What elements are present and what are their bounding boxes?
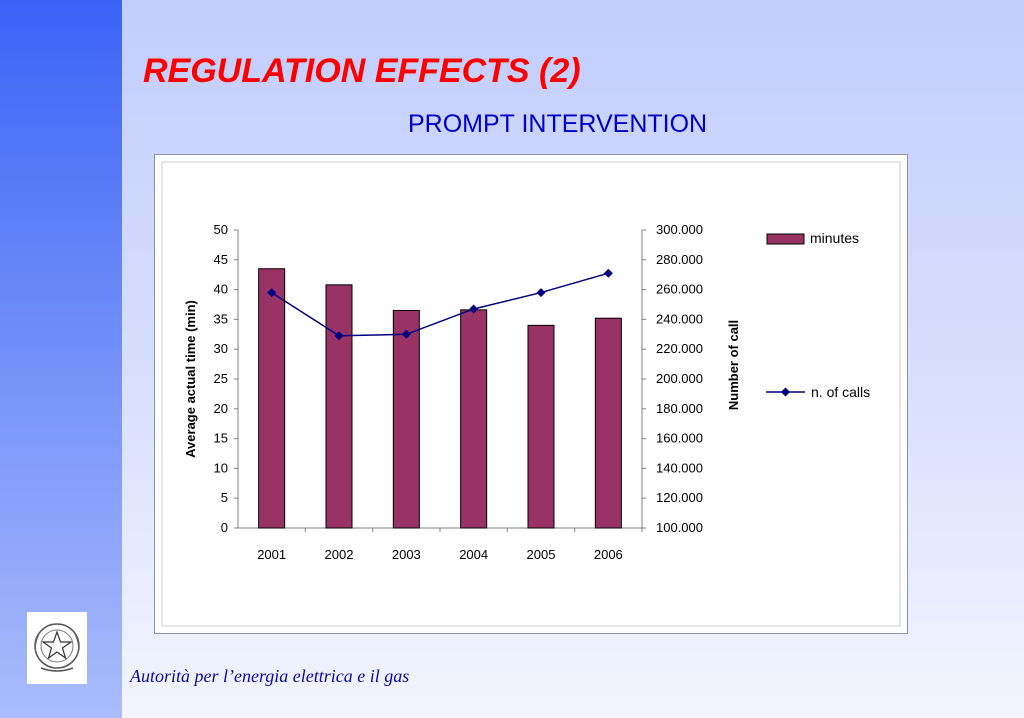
y2-tick-label: 220.000: [656, 341, 703, 356]
y-tick-label: 30: [214, 341, 228, 356]
side-bar: [0, 0, 122, 718]
y-tick-label: 5: [221, 490, 228, 505]
y2-tick-label: 160.000: [656, 431, 703, 446]
republic-emblem-icon: [34, 623, 80, 672]
point-n-of-calls: [334, 331, 344, 341]
point-n-of-calls: [536, 288, 546, 298]
y2-axis-title: Number of call: [726, 320, 741, 410]
bar-minutes: [460, 309, 488, 529]
slide-title: REGULATION EFFECTS (2): [143, 52, 581, 90]
bar-minutes: [594, 317, 622, 529]
y2-tick-label: 300.000: [656, 222, 703, 237]
legend-label-minutes: minutes: [810, 230, 859, 246]
y-tick-label: 35: [214, 311, 228, 326]
y-tick-label: 15: [214, 431, 228, 446]
legend-label-n-of-calls: n. of calls: [811, 384, 870, 400]
legend-marker-n-of-calls: [781, 387, 790, 397]
x-tick-label: 2004: [459, 547, 488, 562]
y-tick-label: 45: [214, 252, 228, 267]
point-n-of-calls: [401, 329, 411, 339]
footer-text: Autorità per l’energia elettrica e il ga…: [130, 666, 410, 686]
x-tick-label: 2006: [594, 547, 623, 562]
x-tick-label: 2005: [527, 547, 556, 562]
y-tick-label: 40: [214, 282, 228, 297]
bar-minutes: [392, 309, 420, 529]
bar-minutes: [527, 324, 555, 529]
x-tick-label: 2003: [392, 547, 421, 562]
y2-tick-label: 180.000: [656, 401, 703, 416]
point-n-of-calls: [469, 304, 479, 314]
y2-tick-label: 200.000: [656, 371, 703, 386]
bar-minutes: [258, 268, 286, 529]
y2-tick-label: 280.000: [656, 252, 703, 267]
y-tick-label: 10: [214, 460, 228, 475]
y2-tick-label: 260.000: [656, 282, 703, 297]
y-tick-label: 0: [221, 520, 228, 535]
x-tick-label: 2001: [257, 547, 286, 562]
bar-minutes: [325, 284, 353, 529]
y-axis-title: Average actual time (min): [183, 300, 198, 458]
emblem-logo: [27, 612, 87, 684]
y2-tick-label: 140.000: [656, 460, 703, 475]
legend-swatch-minutes: [766, 233, 805, 245]
y-tick-label: 20: [214, 401, 228, 416]
point-n-of-calls: [603, 268, 613, 278]
y2-tick-label: 240.000: [656, 311, 703, 326]
chart-frame: 0 5 10 15 20 25 30 35 40 45 50 100.000 120.000 140.00…: [154, 154, 908, 634]
line-n-of-calls: [271, 272, 609, 337]
y-tick-label: 25: [214, 371, 228, 386]
y2-tick-label: 100.000: [656, 520, 703, 535]
slide-subtitle: PROMPT INTERVENTION: [408, 110, 708, 138]
y-tick-label: 50: [214, 222, 228, 237]
x-tick-label: 2002: [325, 547, 354, 562]
point-n-of-calls: [267, 288, 277, 298]
y2-tick-label: 120.000: [656, 490, 703, 505]
chart: 0 5 10 15 20 25 30 35 40 45 50 100.000 120.000 140.00…: [161, 161, 901, 627]
